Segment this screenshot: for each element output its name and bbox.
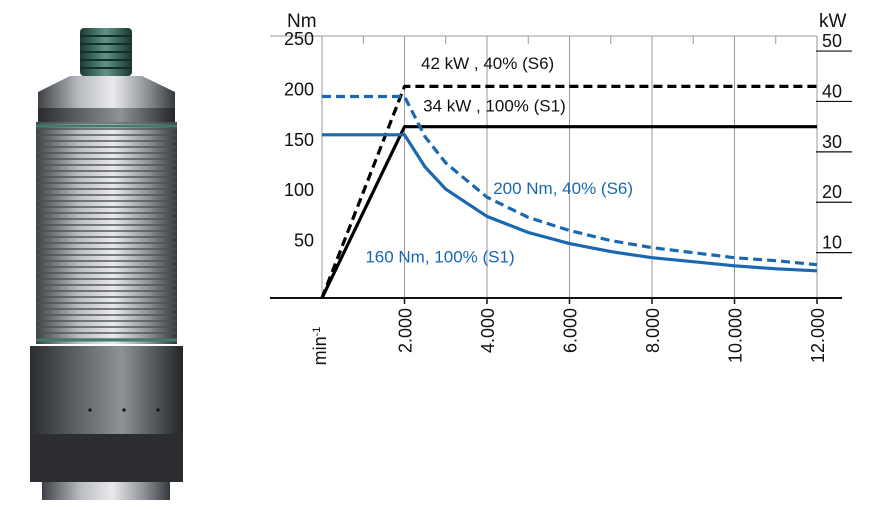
spindle-base bbox=[30, 346, 183, 434]
y-right-tick-label-2: 30 bbox=[822, 132, 842, 152]
series-line-2 bbox=[322, 94, 818, 267]
spindle-nose bbox=[38, 76, 175, 110]
y-left-tick-label-1: 100 bbox=[284, 180, 314, 200]
chart-annotations: 42 kW , 40% (S6) 34 kW , 100% (S1) 200 Nm,… bbox=[365, 54, 633, 267]
chart-series bbox=[320, 84, 818, 299]
y-axis-right-unit: kW bbox=[819, 11, 847, 32]
chart-grid bbox=[270, 35, 818, 298]
torque-power-chart: 2.000 4.000 6.000 8.000 10.000 12.000 50 100 150… bbox=[270, 11, 852, 366]
series-line-0 bbox=[320, 84, 817, 299]
x-tick-label-5: 12.000 bbox=[808, 308, 828, 363]
annotation-1: 34 kW , 100% (S1) bbox=[423, 97, 566, 116]
y-right-tick-label-4: 50 bbox=[822, 31, 842, 51]
x-tick-label-4: 10.000 bbox=[726, 308, 746, 363]
y-right-tick-label-0: 10 bbox=[822, 233, 842, 253]
motor-spindle-image bbox=[30, 28, 183, 500]
x-tick-label-1: 4.000 bbox=[478, 308, 498, 353]
x-axis-unit-label: min-1 bbox=[310, 327, 330, 366]
annotation-2: 200 Nm, 40% (S6) bbox=[493, 179, 633, 198]
x-tick-label-3: 8.000 bbox=[643, 308, 663, 353]
y-right-tick-label-3: 40 bbox=[822, 81, 842, 101]
x-tick-label-0: 2.000 bbox=[396, 308, 416, 353]
series-line-1 bbox=[320, 125, 817, 299]
annotation-0: 42 kW , 40% (S6) bbox=[421, 54, 554, 73]
x-tick-label-2: 6.000 bbox=[561, 308, 581, 353]
chart-axes bbox=[270, 50, 852, 304]
series-line-3 bbox=[322, 133, 818, 273]
y-right-tick-label-1: 20 bbox=[822, 182, 842, 202]
annotation-3: 160 Nm, 100% (S1) bbox=[365, 248, 514, 267]
y-axis-left-unit: Nm bbox=[287, 11, 317, 32]
chart-ticks: 2.000 4.000 6.000 8.000 10.000 12.000 50 100 150… bbox=[284, 29, 842, 363]
y-left-tick-label-3: 200 bbox=[284, 79, 314, 99]
y-left-tick-label-4: 250 bbox=[284, 29, 314, 49]
y-left-tick-label-2: 150 bbox=[284, 130, 314, 150]
y-left-tick-label-0: 50 bbox=[294, 231, 314, 251]
